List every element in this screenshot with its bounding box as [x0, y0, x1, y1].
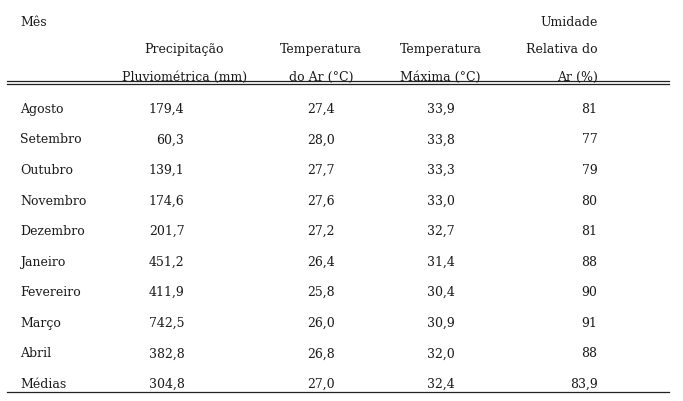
Text: 201,7: 201,7: [149, 225, 184, 237]
Text: 60,3: 60,3: [156, 133, 184, 146]
Text: Agosto: Agosto: [20, 103, 64, 115]
Text: Precipitação: Precipitação: [145, 43, 224, 56]
Text: Janeiro: Janeiro: [20, 255, 66, 268]
Text: 83,9: 83,9: [570, 377, 598, 390]
Text: do Ar (°C): do Ar (°C): [289, 71, 353, 83]
Text: 304,8: 304,8: [148, 377, 184, 390]
Text: Temperatura: Temperatura: [280, 43, 362, 56]
Text: 88: 88: [582, 346, 598, 359]
Text: Abril: Abril: [20, 346, 52, 359]
Text: Máxima (°C): Máxima (°C): [400, 71, 481, 83]
Text: 33,8: 33,8: [427, 133, 454, 146]
Text: 81: 81: [582, 225, 598, 237]
Text: Outubro: Outubro: [20, 164, 74, 176]
Text: 27,6: 27,6: [307, 194, 335, 207]
Text: Temperatura: Temperatura: [400, 43, 482, 56]
Text: Fevereiro: Fevereiro: [20, 286, 81, 298]
Text: Dezembro: Dezembro: [20, 225, 85, 237]
Text: 33,3: 33,3: [427, 164, 454, 176]
Text: Umidade: Umidade: [540, 16, 598, 29]
Text: 32,4: 32,4: [427, 377, 454, 390]
Text: 26,0: 26,0: [307, 316, 335, 329]
Text: 411,9: 411,9: [149, 286, 184, 298]
Text: 26,4: 26,4: [307, 255, 335, 268]
Text: 27,0: 27,0: [307, 377, 335, 390]
Text: Ar (%): Ar (%): [557, 71, 598, 83]
Text: 382,8: 382,8: [149, 346, 184, 359]
Text: 27,7: 27,7: [307, 164, 335, 176]
Text: 30,9: 30,9: [427, 316, 454, 329]
Text: Médias: Médias: [20, 377, 67, 390]
Text: 80: 80: [582, 194, 598, 207]
Text: 27,4: 27,4: [307, 103, 335, 115]
Text: 742,5: 742,5: [149, 316, 184, 329]
Text: 30,4: 30,4: [427, 286, 454, 298]
Text: 77: 77: [582, 133, 598, 146]
Text: Setembro: Setembro: [20, 133, 82, 146]
Text: 31,4: 31,4: [427, 255, 454, 268]
Text: 91: 91: [582, 316, 598, 329]
Text: 33,0: 33,0: [427, 194, 454, 207]
Text: 32,0: 32,0: [427, 346, 454, 359]
Text: 139,1: 139,1: [149, 164, 184, 176]
Text: 32,7: 32,7: [427, 225, 454, 237]
Text: Março: Março: [20, 316, 61, 329]
Text: 26,8: 26,8: [307, 346, 335, 359]
Text: 25,8: 25,8: [307, 286, 335, 298]
Text: Novembro: Novembro: [20, 194, 87, 207]
Text: 174,6: 174,6: [149, 194, 184, 207]
Text: 33,9: 33,9: [427, 103, 454, 115]
Text: 27,2: 27,2: [307, 225, 335, 237]
Text: 81: 81: [582, 103, 598, 115]
Text: 88: 88: [582, 255, 598, 268]
Text: 451,2: 451,2: [149, 255, 184, 268]
Text: Relativa do: Relativa do: [526, 43, 598, 56]
Text: 28,0: 28,0: [307, 133, 335, 146]
Text: 79: 79: [582, 164, 598, 176]
Text: 179,4: 179,4: [149, 103, 184, 115]
Text: Mês: Mês: [20, 16, 47, 29]
Text: Pluviométrica (mm): Pluviométrica (mm): [122, 71, 247, 83]
Text: 90: 90: [582, 286, 598, 298]
